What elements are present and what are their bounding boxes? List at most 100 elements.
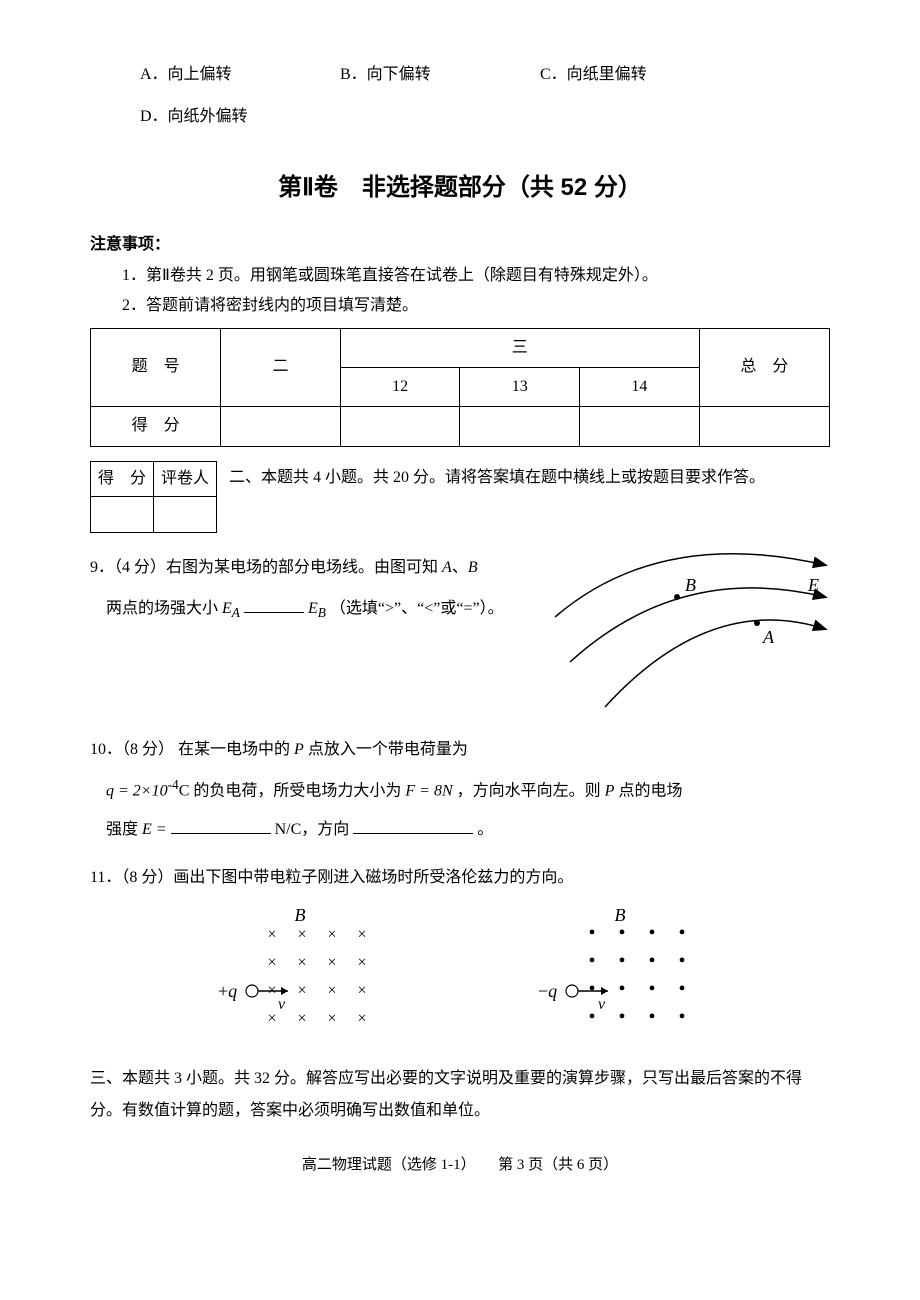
q10-blank2[interactable] — [353, 817, 473, 834]
notice-label: 注意事项： — [90, 236, 170, 253]
part3-intro: 三、本题共 3 小题。共 32 分。解答应写出必要的文字说明及重要的演算步骤，只… — [90, 1063, 830, 1127]
row-score-label: 得 分 — [91, 407, 221, 446]
q9-t3: （选填“>”、“<”或“=”）。 — [330, 600, 504, 617]
svg-text:•: • — [618, 922, 625, 944]
svg-text:•: • — [648, 978, 655, 1000]
option-a: A．向上偏转 — [140, 60, 340, 90]
option-b: B．向下偏转 — [340, 60, 540, 90]
mf-left-v: v — [278, 996, 286, 1013]
q10-exp: -4 — [168, 777, 179, 792]
q10-E: E = — [142, 821, 171, 838]
cell-13[interactable] — [460, 407, 580, 446]
q10-t4: ，方向水平向左。则 — [457, 782, 605, 799]
cell-total[interactable] — [699, 407, 829, 446]
mf-right-v: v — [598, 996, 606, 1013]
q9-B: B — [468, 559, 478, 576]
q10-P2: P — [605, 782, 615, 799]
q9-EAsub: A — [232, 605, 240, 620]
notice-2: 2．答题前请将密封线内的项目填写清楚。 — [90, 291, 830, 321]
grader-table: 得 分 评卷人 — [90, 461, 217, 533]
q10-t2: 点放入一个带电荷量为 — [304, 741, 468, 758]
q10-t5: 点的电场 — [614, 782, 682, 799]
svg-text:×: × — [327, 982, 336, 999]
q10-P1: P — [294, 741, 304, 758]
magfield-left[interactable]: B ×××××××××××××××× +q v — [200, 905, 400, 1045]
q10-t1: 在某一电场中的 — [174, 741, 294, 758]
svg-text:×: × — [267, 954, 276, 971]
svg-text:×: × — [357, 954, 366, 971]
svg-text:•: • — [618, 950, 625, 972]
svg-text:•: • — [678, 978, 685, 1000]
field-line-figure: B A E — [550, 547, 830, 717]
svg-text:×: × — [357, 982, 366, 999]
mf-right-charge: −q — [538, 981, 557, 1001]
svg-text:•: • — [648, 950, 655, 972]
small-grader-blank[interactable] — [154, 497, 217, 532]
svg-text:•: • — [618, 1006, 625, 1028]
svg-text:×: × — [327, 954, 336, 971]
option-d: D．向纸外偏转 — [140, 102, 340, 132]
svg-text:×: × — [297, 926, 306, 943]
cell-14[interactable] — [580, 407, 700, 446]
svg-text:×: × — [297, 982, 306, 999]
small-grader: 评卷人 — [154, 461, 217, 496]
q9-EB: E — [308, 600, 318, 617]
mf-left-B: B — [295, 905, 306, 925]
th-two: 二 — [221, 328, 341, 407]
th-13: 13 — [460, 367, 580, 406]
svg-text:•: • — [588, 978, 595, 1000]
q10-num: 10．（8 分） — [90, 741, 174, 758]
q11-t1: 画出下图中带电粒子刚进入磁场时所受洛伦兹力的方向。 — [173, 869, 573, 886]
q9-t1: 右图为某电场的部分电场线。由图可知 — [166, 559, 438, 576]
svg-text:×: × — [327, 1010, 336, 1027]
cell-12[interactable] — [340, 407, 460, 446]
small-score-blank[interactable] — [91, 497, 154, 532]
svg-text:×: × — [297, 954, 306, 971]
mc-options: A．向上偏转 B．向下偏转 C．向纸里偏转 D．向纸外偏转 — [90, 60, 830, 145]
notice-1: 1．第Ⅱ卷共 2 页。用钢笔或圆珠笔直接答在试卷上（除题目有特殊规定外）。 — [90, 261, 830, 291]
question-9: B A E 9．（4 分）右图为某电场的部分电场线。由图可知 A、B 两点的场强… — [90, 547, 830, 717]
option-c: C．向纸里偏转 — [540, 60, 740, 90]
svg-text:•: • — [588, 922, 595, 944]
magfield-right[interactable]: B •••••••••••••••• −q v — [520, 905, 720, 1045]
svg-text:•: • — [588, 1006, 595, 1028]
svg-text:•: • — [678, 922, 685, 944]
svg-text:×: × — [297, 1010, 306, 1027]
q10-blank1[interactable] — [171, 817, 271, 834]
q10-t8: 。 — [477, 821, 493, 838]
section-title: 第Ⅱ卷 非选择题部分（共 52 分） — [90, 165, 830, 211]
svg-text:•: • — [678, 1006, 685, 1028]
question-10: 10．（8 分） 在某一电场中的 P 点放入一个带电荷量为 q = 2×10-4… — [90, 731, 830, 850]
q9-EBsub: B — [318, 605, 326, 620]
svg-text:×: × — [357, 926, 366, 943]
question-11: 11．（8 分）画出下图中带电粒子刚进入磁场时所受洛伦兹力的方向。 B ××××… — [90, 863, 830, 1045]
th-total: 总 分 — [699, 328, 829, 407]
svg-text:•: • — [648, 1006, 655, 1028]
q10-t3: 的负电荷，所受电场力大小为 — [193, 782, 401, 799]
svg-text:•: • — [678, 950, 685, 972]
label-B: B — [685, 575, 696, 595]
svg-text:×: × — [327, 926, 336, 943]
q10-t7: N/C，方向 — [275, 821, 350, 838]
small-score: 得 分 — [91, 461, 154, 496]
svg-text:×: × — [267, 926, 276, 943]
svg-text:•: • — [618, 978, 625, 1000]
svg-text:•: • — [648, 922, 655, 944]
label-A: A — [762, 627, 775, 647]
q9-blank[interactable] — [244, 596, 304, 613]
part2-intro: 二、本题共 4 小题。共 20 分。请将答案填在题中横线上或按题目要求作答。 — [229, 469, 765, 486]
q10-q: q = 2×10 — [106, 782, 168, 799]
th-12: 12 — [340, 367, 460, 406]
page-footer: 高二物理试题（选修 1-1） 第 3 页（共 6 页） — [90, 1151, 830, 1180]
q10-unit: C — [179, 782, 190, 799]
q10-F: F = 8N — [405, 782, 452, 799]
svg-text:×: × — [357, 1010, 366, 1027]
q9-t2: 两点的场强大小 — [106, 600, 218, 617]
q9-num: 9．（4 分） — [90, 559, 166, 576]
mf-left-charge: +q — [218, 981, 237, 1001]
th-14: 14 — [580, 367, 700, 406]
cell-two[interactable] — [221, 407, 341, 446]
th-three: 三 — [340, 328, 699, 367]
svg-text:×: × — [267, 1010, 276, 1027]
q9-EA: E — [222, 600, 232, 617]
